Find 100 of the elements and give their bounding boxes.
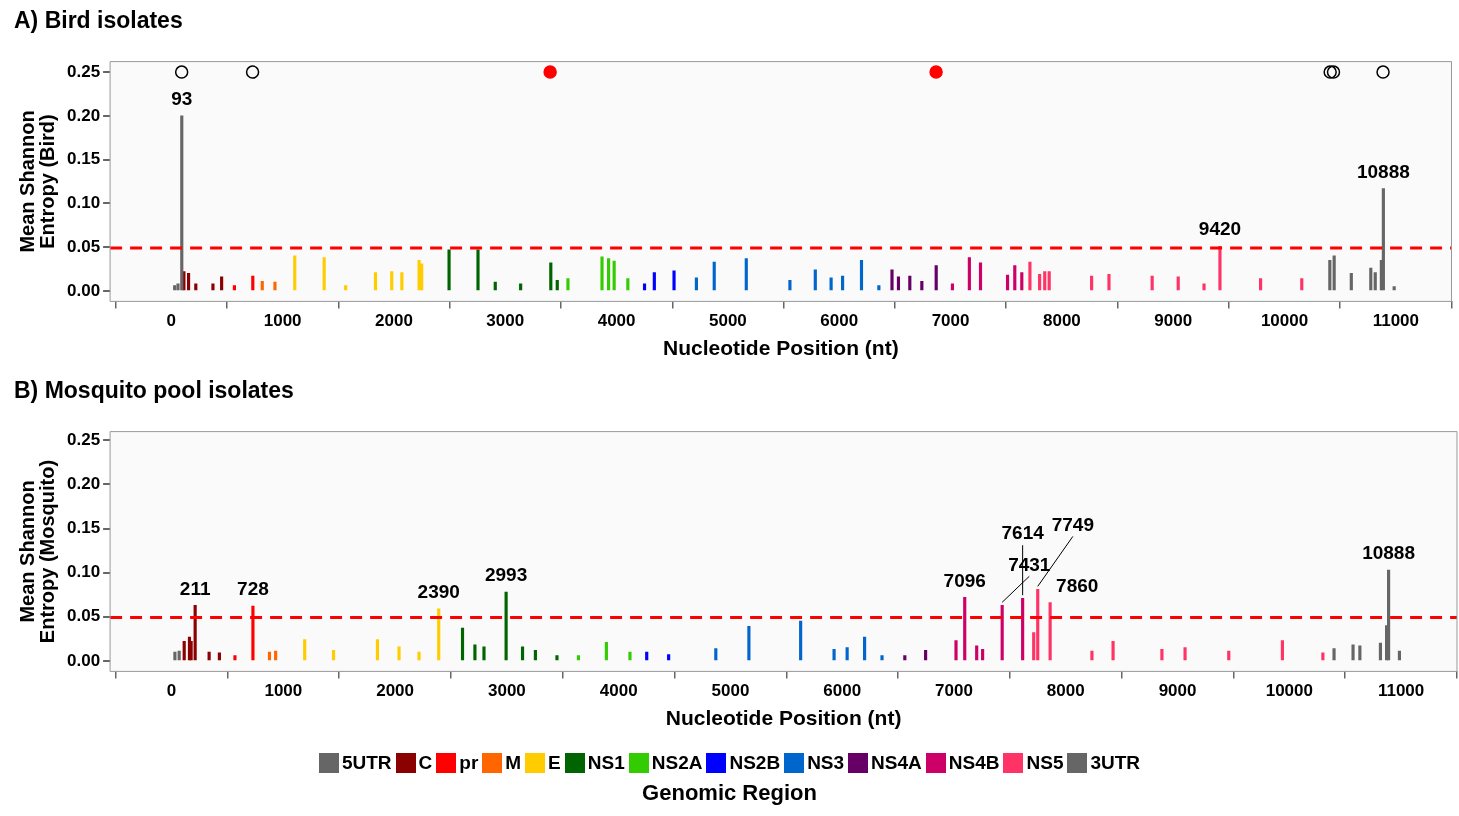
bar	[1043, 271, 1047, 291]
x-tick-label: 2000	[375, 311, 413, 331]
x-tick-label: 8000	[1046, 681, 1085, 701]
bar	[1300, 278, 1304, 291]
x-tick-label: 0	[166, 681, 177, 701]
bar	[1111, 641, 1115, 661]
y-tick-label: 0.10	[66, 562, 101, 582]
legend-label: pr	[459, 752, 479, 774]
bar	[841, 275, 845, 291]
bar	[193, 604, 197, 661]
x-tick-label: 2000	[376, 681, 415, 701]
bar	[714, 648, 718, 661]
bar	[1047, 271, 1051, 291]
bar	[555, 280, 559, 291]
bar	[1387, 569, 1391, 661]
bar	[1013, 265, 1017, 291]
bar	[1218, 245, 1222, 291]
y-tick-label: 0.05	[66, 606, 101, 626]
x-tick-label: 1000	[263, 311, 302, 331]
legend-label: E	[548, 752, 561, 774]
bar	[397, 646, 401, 661]
bar	[251, 275, 255, 291]
x-tick-label: 6000	[823, 681, 862, 701]
bar	[1227, 650, 1231, 661]
bar	[420, 263, 424, 291]
bar	[1351, 644, 1355, 661]
x-tick-label: 10000	[1265, 681, 1313, 701]
bar	[863, 636, 867, 661]
bar	[1028, 261, 1032, 291]
bar	[1090, 275, 1094, 291]
bar	[978, 262, 983, 291]
bar	[859, 259, 864, 291]
bar	[903, 655, 907, 661]
legend-title: Genomic Region	[641, 780, 818, 806]
y-axis-title: Mean Shannon Entropy (Bird)	[15, 110, 58, 253]
legend-label: NS1	[587, 752, 625, 774]
bar	[694, 277, 698, 291]
x-tick-label: 8000	[1042, 311, 1081, 331]
x-tick-label: 3000	[487, 681, 526, 701]
bar	[482, 646, 486, 661]
annotation: 7614	[1001, 522, 1045, 544]
bar	[626, 278, 630, 291]
bar	[173, 285, 177, 291]
bar	[832, 649, 836, 661]
x-tick-label: 11000	[1377, 681, 1425, 701]
bar	[260, 280, 264, 291]
legend-label: NS4B	[948, 752, 1000, 774]
x-tick-label: 4000	[599, 681, 638, 701]
bar	[186, 273, 191, 291]
bar	[447, 249, 451, 291]
bar	[1036, 589, 1040, 661]
bar	[566, 278, 570, 291]
bar	[233, 655, 237, 661]
y-tick-label: 0.00	[66, 650, 101, 670]
bar	[211, 283, 215, 291]
bar	[896, 276, 901, 291]
y-tick-label: 0.15	[66, 149, 101, 169]
bar	[1332, 648, 1336, 661]
bar	[417, 651, 421, 661]
legend-label: NS4A	[871, 752, 922, 774]
bar	[908, 275, 912, 291]
bar	[322, 257, 326, 291]
bar	[1021, 597, 1025, 661]
bar	[232, 285, 237, 291]
bar	[712, 261, 716, 291]
bar	[303, 639, 307, 661]
annotation: 7749	[1051, 513, 1094, 535]
bar	[1038, 273, 1042, 291]
x-axis-title: Nucleotide Position (nt)	[662, 336, 899, 360]
bar	[604, 641, 608, 661]
bar	[667, 654, 671, 661]
chart-title: B) Mosquito pool isolates	[14, 377, 294, 404]
annotation: 10888	[1362, 542, 1416, 564]
bar	[520, 646, 525, 661]
y-tick-label: 0.05	[66, 236, 101, 256]
x-tick-label: 6000	[820, 311, 859, 331]
bar	[1202, 283, 1206, 291]
bar	[799, 620, 803, 661]
bar	[504, 591, 508, 661]
legend-label: NS2A	[651, 752, 703, 774]
bar	[612, 260, 616, 291]
bar	[934, 265, 938, 291]
bar	[220, 276, 224, 291]
bar	[1183, 647, 1187, 661]
x-tick-label: 7000	[935, 681, 973, 701]
bar	[1378, 642, 1383, 661]
y-axis-title: Mean Shannon Entropy (Mosquito)	[15, 459, 58, 644]
bar	[1373, 272, 1377, 291]
legend-label: NS2B	[729, 752, 781, 774]
bar	[845, 647, 849, 661]
x-tick-label: 5000	[711, 681, 750, 701]
y-tick-label: 0.20	[66, 474, 101, 494]
x-axis-title: Nucleotide Position (nt)	[665, 706, 902, 730]
chart-title: A) Bird isolates	[14, 7, 183, 34]
bar	[476, 249, 480, 291]
bar	[788, 280, 792, 291]
annotation: 2993	[484, 564, 528, 586]
bar	[293, 255, 297, 291]
bar	[460, 627, 465, 661]
bar	[652, 272, 656, 291]
